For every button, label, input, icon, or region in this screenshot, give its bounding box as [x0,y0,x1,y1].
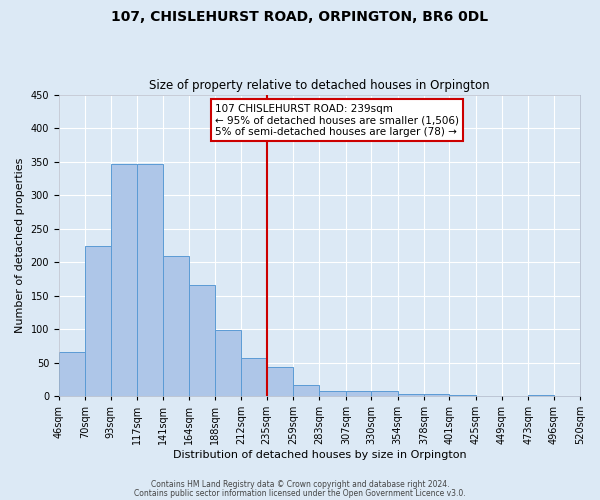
Bar [110,164,137,396]
Bar [293,386,319,396]
Y-axis label: Number of detached properties: Number of detached properties [15,158,25,333]
Text: Contains public sector information licensed under the Open Government Licence v3: Contains public sector information licen… [134,489,466,498]
X-axis label: Distribution of detached houses by size in Orpington: Distribution of detached houses by size … [173,450,466,460]
Bar [163,256,188,396]
Title: Size of property relative to detached houses in Orpington: Size of property relative to detached ho… [149,79,490,92]
Bar [215,330,241,396]
Text: 107, CHISLEHURST ROAD, ORPINGTON, BR6 0DL: 107, CHISLEHURST ROAD, ORPINGTON, BR6 0D… [112,10,488,24]
Text: Contains HM Land Registry data © Crown copyright and database right 2024.: Contains HM Land Registry data © Crown c… [151,480,449,489]
Bar [266,367,293,396]
Bar [449,394,476,396]
Bar [188,285,215,396]
Bar [241,358,266,396]
Text: 107 CHISLEHURST ROAD: 239sqm
← 95% of detached houses are smaller (1,506)
5% of : 107 CHISLEHURST ROAD: 239sqm ← 95% of de… [215,104,459,137]
Bar [59,352,85,396]
Bar [85,246,110,396]
Bar [319,390,346,396]
Bar [424,394,449,396]
Bar [398,394,424,396]
Bar [346,392,371,396]
Bar [371,392,398,396]
Bar [137,164,163,396]
